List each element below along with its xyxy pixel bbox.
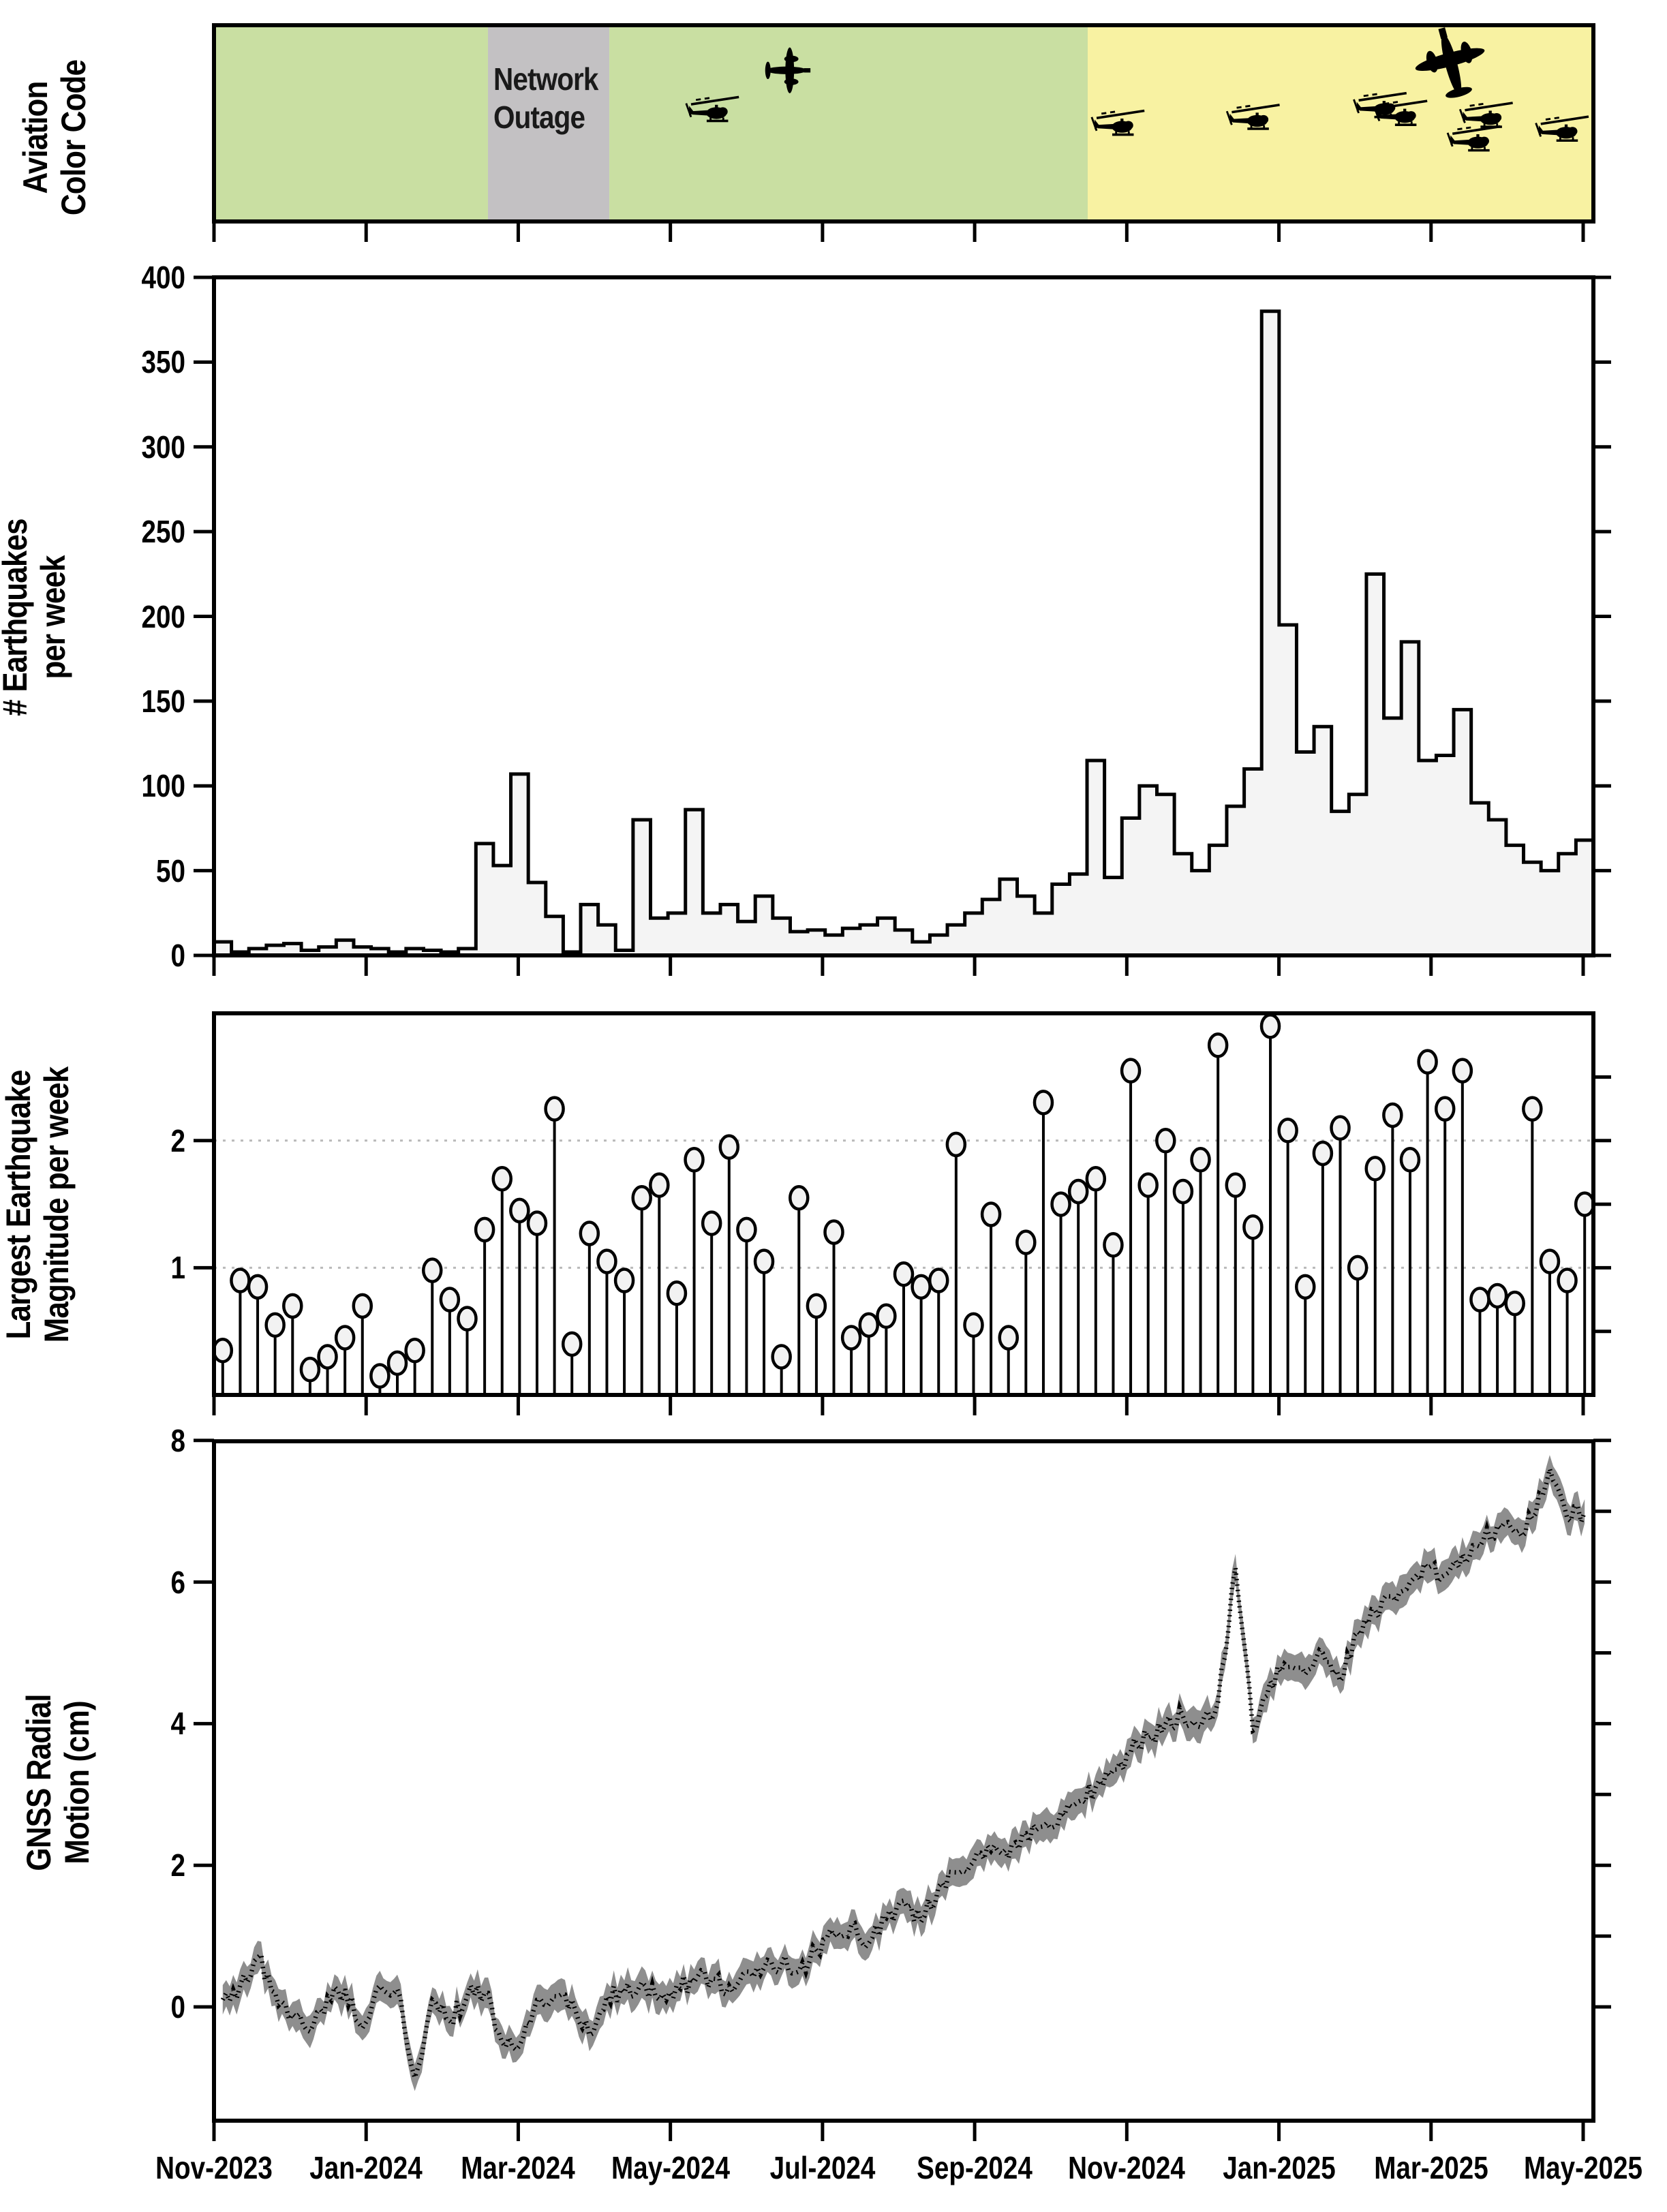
tick-label: 400 — [141, 260, 185, 295]
network-outage-line2: Outage — [493, 99, 585, 135]
tick-label: Mar-2025 — [1373, 2150, 1488, 2185]
tick-label: 6 — [170, 1564, 185, 1600]
gnss-axis-title-line2: Motion (cm) — [58, 1701, 96, 1864]
aviation-axis-title-line1: Aviation — [16, 81, 55, 194]
tick-label: 350 — [141, 344, 185, 380]
tick-label: May-2024 — [611, 2150, 730, 2185]
aviation-color-code-panel — [212, 18, 1595, 242]
gnss-axis-title: GNSS Radial Motion (cm) — [20, 1620, 96, 1944]
tick-label: Nov-2023 — [155, 2150, 273, 2185]
tick-label: Jan-2025 — [1222, 2150, 1336, 2185]
network-outage-annotation: Network Outage — [493, 60, 612, 136]
magnitude-axis-title-line1: Largest Earthquake — [0, 1070, 37, 1340]
network-outage-line1: Network — [493, 61, 598, 97]
tick-label: 150 — [141, 683, 185, 719]
tick-label: 0 — [170, 938, 185, 973]
tick-label: Jan-2024 — [309, 2150, 423, 2185]
tick-label: 2 — [170, 1122, 185, 1158]
tick-label: Nov-2024 — [1068, 2150, 1186, 2185]
tick-label: 50 — [156, 852, 185, 889]
magnitude-axis-title-line2: Magnitude per week — [37, 1066, 76, 1343]
tick-label: Sep-2024 — [917, 2150, 1033, 2185]
tick-label: 4 — [170, 1706, 185, 1742]
tick-label: 250 — [141, 514, 185, 550]
tick-label: 100 — [141, 768, 185, 804]
tick-label: May-2025 — [1523, 2150, 1642, 2185]
largest-magnitude-panel — [194, 1011, 1611, 1415]
earthquakes-per-week-panel — [194, 275, 1611, 976]
tick-label: Jul-2024 — [769, 2150, 876, 2185]
magnitude-axis-title: Largest Earthquake Magnitude per week — [0, 1025, 76, 1385]
tick-label: 1 — [170, 1250, 185, 1286]
tick-label: 0 — [170, 1989, 185, 2025]
gnss-radial-motion-panel — [194, 1439, 1611, 2141]
tick-label: Mar-2024 — [461, 2150, 576, 2185]
tick-label: 200 — [141, 598, 185, 634]
tick-label: 2 — [170, 1847, 185, 1884]
tick-label: 300 — [141, 429, 185, 465]
tick-label: 8 — [170, 1422, 185, 1458]
gnss-axis-title-line1: GNSS Radial — [20, 1694, 58, 1871]
aviation-axis-title: Aviation Color Code — [16, 0, 93, 281]
counts-axis-title-line1: # Earthquakes — [0, 519, 34, 716]
aviation-axis-title-line2: Color Code — [55, 59, 93, 216]
